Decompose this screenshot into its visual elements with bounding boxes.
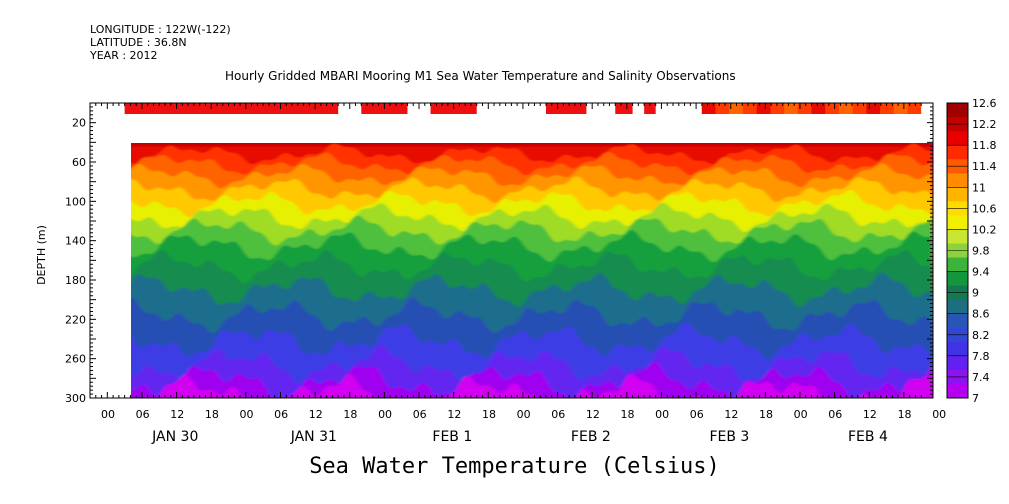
x-day-label: JAN 31 [290, 429, 337, 445]
y-tick-label: 60 [72, 156, 86, 169]
x-day-label: FEB 4 [848, 429, 888, 445]
colorbar: 12.6 12.2 11.8 11.4 11 10.6 10.2 9.8 9.4 9 8.6 8.2 7… [946, 97, 997, 405]
x-hour-label: 12 [863, 408, 877, 421]
x-day-label: JAN 30 [151, 429, 198, 445]
x-hour-label: 18 [898, 408, 912, 421]
y-tick-label: 260 [65, 353, 86, 366]
surface-segment [546, 103, 587, 114]
x-hour-label: 06 [413, 408, 427, 421]
surface-segment [729, 103, 743, 114]
colorbar-label: 8.6 [972, 308, 990, 321]
y-tick-label: 180 [65, 274, 86, 287]
colorbar-swatch [947, 173, 968, 188]
colorbar-label: 11.8 [972, 139, 997, 152]
colorbar-swatch [947, 145, 968, 160]
y-tick-label: 140 [65, 235, 86, 248]
x-hour-label: 00 [378, 408, 392, 421]
colorbar-swatch [947, 229, 968, 244]
x-day-label: FEB 1 [432, 429, 472, 445]
colorbar-swatch [947, 383, 968, 399]
colorbar-swatch [947, 215, 968, 230]
x-day-label: FEB 3 [709, 429, 749, 445]
chart-title: Hourly Gridded MBARI Mooring M1 Sea Wate… [225, 69, 736, 83]
colorbar-swatch [947, 131, 968, 146]
y-tick-label: 20 [72, 117, 86, 130]
x-hour-label: 18 [620, 408, 634, 421]
x-hour-label: 12 [724, 408, 738, 421]
surface-segment [784, 103, 798, 114]
colorbar-label: 8.2 [972, 329, 990, 342]
x-day-label: FEB 2 [571, 429, 611, 445]
surface-segment [701, 103, 922, 114]
colorbar-label: 10.2 [972, 223, 997, 236]
colorbar-swatch [947, 299, 968, 315]
colorbar-label: 11 [972, 181, 986, 194]
colorbar-label: 12.6 [972, 97, 997, 110]
x-hour-label: 18 [759, 408, 773, 421]
year-label: YEAR : 2012 [90, 49, 158, 62]
surface-segment [756, 103, 771, 114]
colorbar-label: 9.4 [972, 266, 990, 279]
x-hour-label: 06 [136, 408, 150, 421]
x-hour-label: 18 [205, 408, 219, 421]
y-tick-label: 300 [65, 392, 86, 405]
colorbar-swatch [947, 271, 968, 287]
temperature-field [131, 143, 933, 398]
x-hour-label: 06 [274, 408, 288, 421]
x-hour-label: 00 [932, 408, 946, 421]
colorbar-label: 9.8 [972, 245, 990, 258]
x-hour-label: 12 [586, 408, 600, 421]
colorbar-label: 7 [972, 392, 979, 405]
x-hour-label: 00 [655, 408, 669, 421]
surface-segment [811, 103, 826, 114]
colorbar-label: 12.2 [972, 118, 997, 131]
colorbar-label: 7.8 [972, 350, 990, 363]
colorbar-swatch [947, 341, 968, 357]
latitude-label: LATITUDE : 36.8N [90, 36, 187, 49]
x-hour-label: 06 [828, 408, 842, 421]
y-tick-label: 100 [65, 195, 86, 208]
x-hour-label: 12 [170, 408, 184, 421]
x-hour-label: 18 [482, 408, 496, 421]
surface-segment [644, 103, 656, 114]
x-hour-label: 06 [551, 408, 565, 421]
y-axis: 20 60 100 140 180 220 260 300 [65, 102, 933, 405]
longitude-label: LONGITUDE : 122W(-122) [90, 23, 231, 36]
surface-segment [615, 103, 633, 114]
x-hour-label: 00 [240, 408, 254, 421]
colorbar-label: 7.4 [972, 371, 990, 384]
colorbar-swatch [947, 103, 968, 118]
x-hour-label: 06 [690, 408, 704, 421]
colorbar-label: 9 [972, 287, 979, 300]
y-tick-label: 220 [65, 313, 86, 326]
x-hour-label: 00 [517, 408, 531, 421]
x-hour-label: 18 [343, 408, 357, 421]
colorbar-swatch [947, 187, 968, 202]
x-hour-label: 12 [447, 408, 461, 421]
colorbar-swatch [947, 257, 968, 273]
colorbar-label: 11.4 [972, 160, 997, 173]
colorbar-label: 10.6 [972, 202, 997, 215]
x-axis: 00 06 12 18 00 06 12 18 00 06 12 18 00 06 12 18 00 06 12 18… [89, 103, 946, 445]
x-hour-label: 00 [101, 408, 115, 421]
temperature-band [131, 373, 933, 398]
surface-segment [866, 103, 881, 114]
x-axis-label: Sea Water Temperature (Celsius) [309, 454, 720, 479]
surface-segment [893, 103, 908, 114]
x-hour-label: 12 [309, 408, 323, 421]
x-hour-label: 00 [794, 408, 808, 421]
colorbar-swatch [947, 355, 968, 371]
y-axis-label: DEPTH (m) [35, 225, 48, 285]
surface-segment [124, 103, 339, 114]
surface-segment [701, 103, 716, 114]
colorbar-swatch [947, 313, 968, 329]
surface-segment [838, 103, 853, 114]
